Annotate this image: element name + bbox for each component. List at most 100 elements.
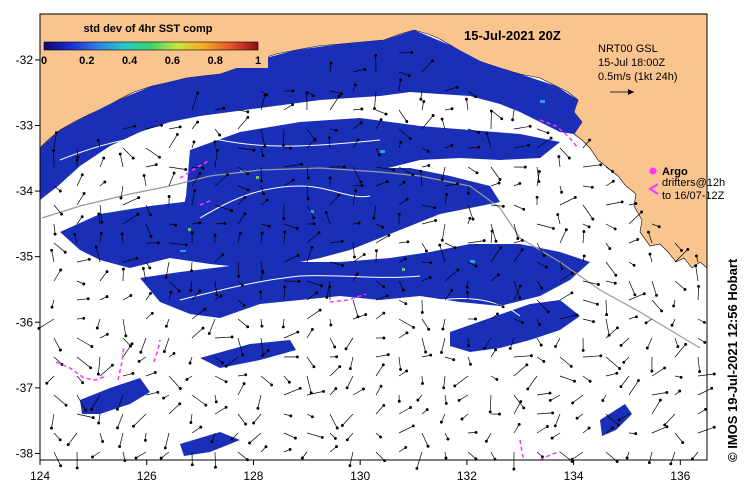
current-vector-head [615,460,619,463]
current-vector-head [298,386,302,390]
current-vector [329,90,342,95]
current-vector [620,375,630,387]
current-vector [550,394,561,401]
current-vector-head [261,154,265,157]
current-vector [76,298,89,301]
current-vector [165,261,170,278]
current-vector-head [264,445,268,449]
current-vector [306,280,322,287]
current-vector-head [335,355,339,359]
current-vector [122,214,139,225]
current-vector-head [260,324,264,328]
current-vector-head [657,225,661,229]
current-vector-head [419,97,423,101]
current-vector-head [703,320,706,324]
current-vector-head [220,361,224,365]
current-vector-head [215,293,219,297]
current-vector-head [75,158,79,162]
current-vector-head [404,445,408,449]
current-vector-head [162,350,166,353]
current-vector-head [266,348,270,352]
current-vector-head [440,238,444,242]
current-vector-head [427,164,431,167]
current-vector [695,265,699,282]
current-vector [145,204,151,216]
current-vector-head [156,390,160,394]
current-vector [168,280,180,292]
current-vector [421,337,426,353]
current-vector [237,383,245,396]
current-vector [76,413,94,418]
current-vector [350,356,354,369]
current-vector [283,232,286,244]
current-vector [373,204,377,219]
current-vector-head [218,133,222,137]
current-vector [325,212,331,225]
current-vector-head [80,215,84,219]
current-vector [347,432,354,441]
current-vector-head [517,422,521,426]
current-vector-head [105,270,109,274]
current-vector [557,214,561,225]
current-vector-head [433,206,436,210]
current-vector [237,213,246,225]
current-vector-head [429,353,433,357]
current-vector [572,394,584,404]
current-vector-head [337,193,341,197]
current-vector-head [340,424,344,427]
current-vector [168,134,178,149]
current-vector-head [575,313,579,317]
current-vector-head [407,74,411,78]
current-vector-head [444,401,448,405]
drifter-arrow-icon [648,183,659,195]
current-vector-head [488,410,492,414]
current-vector [99,364,113,377]
current-vector-head [320,284,323,288]
x-axis-tick-label: 126 [137,469,157,483]
current-vector-head [439,420,443,424]
current-vector-head [178,125,182,129]
current-vector [168,172,175,187]
current-vector [160,451,170,459]
current-vector-head [246,110,250,114]
current-vector [670,451,676,464]
current-vector-head [530,354,533,358]
current-vector [490,231,493,244]
current-vector-head [550,436,554,440]
current-vector-head [440,177,444,181]
current-vector [489,394,492,412]
current-vector-head [426,149,430,153]
current-vector [260,166,262,182]
current-vector [346,375,354,388]
current-vector [283,223,298,229]
current-vector-head [484,439,488,443]
colorbar-title: std dev of 4hr SST comp [84,23,213,35]
current-vector [122,343,133,358]
current-vector-head [445,192,449,196]
current-vector-head [345,386,349,390]
current-vector-head [710,386,714,390]
current-vector [329,240,343,244]
current-speed-legend: NRT00 GSL 15-Jul 18:00Z 0.5m/s (1kt 24h) [598,43,677,95]
current-vector-head [421,381,424,385]
current-vector [605,413,619,426]
current-vector-head [494,348,498,352]
current-vector [122,373,133,377]
current-vector [375,295,388,301]
current-vector [441,413,446,423]
y-axis-tick-label: -33 [16,119,34,133]
current-vector [352,185,363,187]
current-vector-head [141,267,145,270]
current-vector [513,125,531,130]
current-vector-head [190,269,193,273]
current-vector [536,426,548,434]
current-vector-head [119,196,123,200]
current-vector [122,337,131,347]
current-vector-head [678,389,682,393]
current-vector-head [412,325,416,329]
current-vector-head [172,351,176,355]
current-vector-head [169,290,173,294]
current-vector [214,174,228,187]
current-vector-head [494,239,498,243]
current-vector-head [363,67,367,71]
